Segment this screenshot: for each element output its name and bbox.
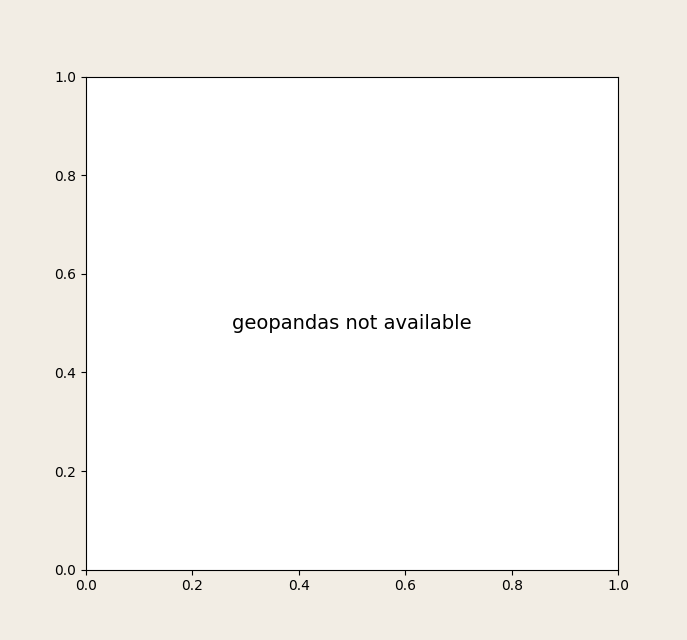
Text: geopandas not available: geopandas not available [232, 314, 472, 333]
